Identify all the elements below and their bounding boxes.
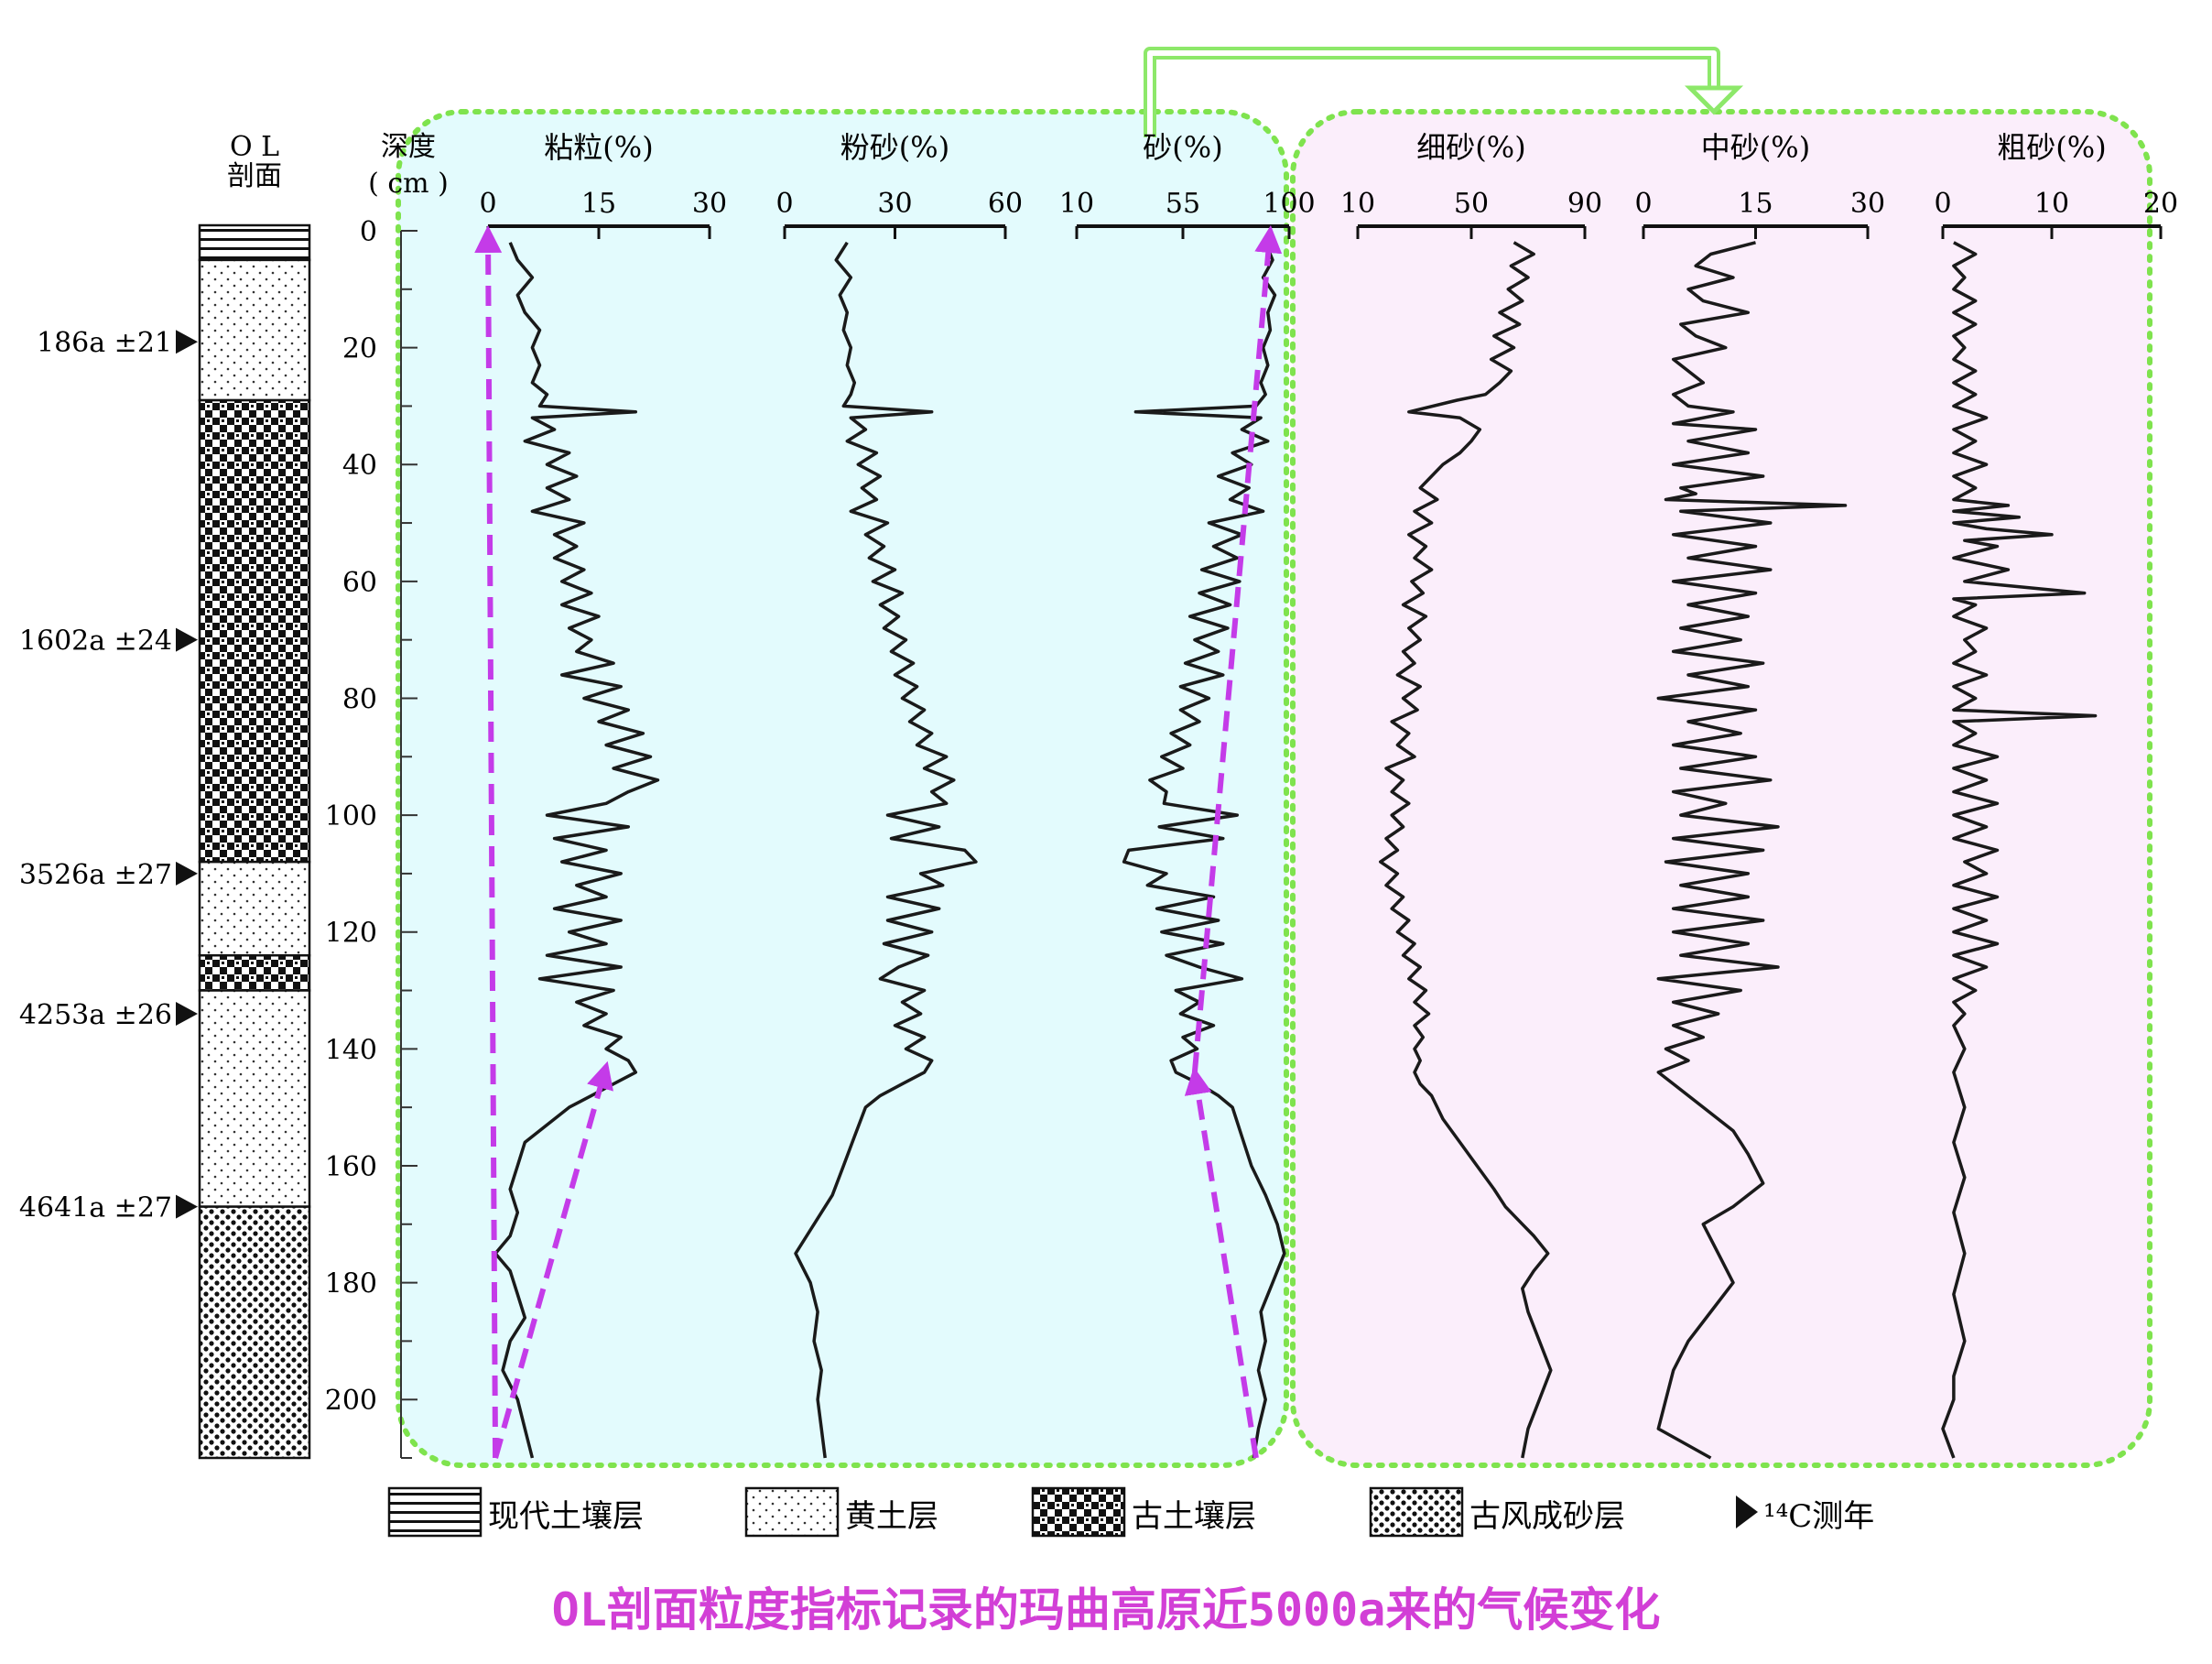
panel-2: 粉砂(%) 0 30 60 — [775, 130, 1023, 1459]
panel-tick-label: 100 — [1263, 188, 1315, 220]
c14-date-marker — [176, 330, 198, 354]
panel-tick-label: 20 — [2143, 188, 2178, 220]
panel-tick-label: 10 — [2034, 188, 2069, 220]
trend-arrow — [493, 1060, 613, 1459]
panel-tick-label: 90 — [1567, 188, 1602, 220]
panel-tick-label: 60 — [988, 188, 1023, 220]
c14-date-marker — [176, 627, 198, 652]
c14-date-label: 4641a ±27 — [19, 1192, 172, 1224]
bracket-connector-inner — [1147, 50, 1717, 137]
depth-tick-label: 160 — [325, 1151, 377, 1183]
panel-tick-label: 50 — [1454, 188, 1489, 220]
legend-swatch — [1031, 1486, 1126, 1538]
legend-item-date-marker: ¹⁴C测年 — [1736, 1495, 1874, 1535]
layer-loess — [198, 989, 311, 1208]
layer-paleosol — [198, 398, 311, 864]
panel-tick-label: 55 — [1166, 188, 1200, 220]
c14-date-label: 186a ±21 — [37, 327, 172, 359]
depth-tick-label: 0 — [360, 216, 377, 248]
legend-swatch — [1369, 1486, 1464, 1538]
panel-tick-label: 0 — [1934, 188, 1951, 220]
panel-tick-label: 15 — [1738, 188, 1773, 220]
legend-item-aeolian-sand: 古风成砂层 — [1369, 1486, 1625, 1538]
panel-title: 细砂(%) — [1416, 130, 1525, 165]
trend-arrow — [1191, 225, 1283, 1073]
depth-tick-label: 40 — [342, 450, 377, 482]
panel-tick-label: 30 — [692, 188, 727, 220]
panel-tick-label: 0 — [775, 188, 793, 220]
panel-tick-label: 15 — [581, 188, 616, 220]
depth-tick-label: 180 — [325, 1268, 377, 1300]
legend-item-modern-soil: 现代土壤层 — [387, 1486, 644, 1538]
panel-curve — [794, 241, 978, 1459]
legend-label: ¹⁴C测年 — [1763, 1498, 1874, 1535]
depth-tick-label: 80 — [342, 683, 377, 715]
c14-date-marker — [176, 861, 198, 886]
panel-curve — [493, 242, 660, 1459]
trend-arrow — [1184, 1066, 1259, 1459]
bracket-arrow-head — [1684, 85, 1744, 115]
depth-tick-label: 60 — [342, 567, 377, 599]
c14-date-label: 3526a ±27 — [19, 859, 172, 891]
clay-silt-sand-panel — [396, 109, 1289, 1468]
section-title-line1: O L — [230, 131, 279, 163]
depth-tick-label: 100 — [325, 800, 377, 832]
legend-label: 现代土壤层 — [488, 1498, 644, 1535]
panel-curve — [1379, 241, 1553, 1459]
c14-date-label: 4253a ±26 — [19, 999, 172, 1031]
legend-swatch — [1736, 1495, 1758, 1528]
panel-tick-label: 30 — [877, 188, 912, 220]
panel-title: 砂(%) — [1143, 130, 1222, 165]
legend-item-loess: 黄土层 — [744, 1486, 938, 1538]
panel-tick-label: 10 — [1059, 188, 1094, 220]
c14-date-marker — [176, 1002, 198, 1027]
layer-paleosol — [198, 953, 311, 992]
legend-label: 古土壤层 — [1132, 1498, 1256, 1535]
panel-3: 砂(%) 10 55 100 — [1059, 130, 1316, 1459]
depth-tick-label: 200 — [325, 1385, 377, 1417]
legend-swatch — [744, 1486, 840, 1538]
panel-tick-label: 0 — [1634, 188, 1652, 220]
legend-swatch — [387, 1486, 483, 1538]
legend-label: 古风成砂层 — [1469, 1498, 1625, 1535]
layer-modern-soil — [198, 223, 311, 262]
section-title-line2: 剖面 — [227, 160, 282, 192]
panel-5: 中砂(%) 0 15 30 — [1634, 130, 1885, 1460]
panel-tick-label: 0 — [479, 188, 496, 220]
panel-curve — [1941, 241, 2098, 1459]
sand-fractions-panel — [1290, 109, 2152, 1468]
depth-tick-label: 120 — [325, 918, 377, 950]
panel-tick-label: 10 — [1340, 188, 1375, 220]
panel-4: 细砂(%) 10 50 90 — [1340, 130, 1602, 1459]
panel-title: 中砂(%) — [1701, 130, 1810, 165]
layer-aeolian-sand — [198, 1205, 311, 1460]
depth-tick-label: 140 — [325, 1034, 377, 1066]
c14-date-marker — [176, 1194, 198, 1219]
layer-loess — [198, 860, 311, 957]
panel-title: 粉砂(%) — [840, 130, 949, 165]
c14-date-label: 1602a ±24 — [19, 625, 172, 658]
layer-loess — [198, 258, 311, 402]
trend-arrow — [474, 225, 503, 1459]
legend-label: 黄土层 — [845, 1498, 938, 1535]
panel-6: 粗砂(%) 0 10 20 — [1934, 130, 2178, 1459]
depth-axis-label-line2: ( cm ) — [368, 168, 449, 200]
panel-tick-label: 30 — [1850, 188, 1885, 220]
panel-title: 粘粒(%) — [544, 130, 653, 165]
panel-1: 粘粒(%) 0 15 30 — [479, 130, 727, 1459]
panel-curve — [1656, 241, 1848, 1460]
panel-title: 粗砂(%) — [1997, 130, 2106, 165]
legend-item-paleosol: 古土壤层 — [1031, 1486, 1256, 1538]
depth-axis-label-line1: 深度 — [381, 131, 436, 163]
figure-caption: OL剖面粒度指标记录的玛曲高原近5000a来的气候变化 — [551, 1583, 1661, 1637]
depth-tick-label: 20 — [342, 333, 377, 365]
